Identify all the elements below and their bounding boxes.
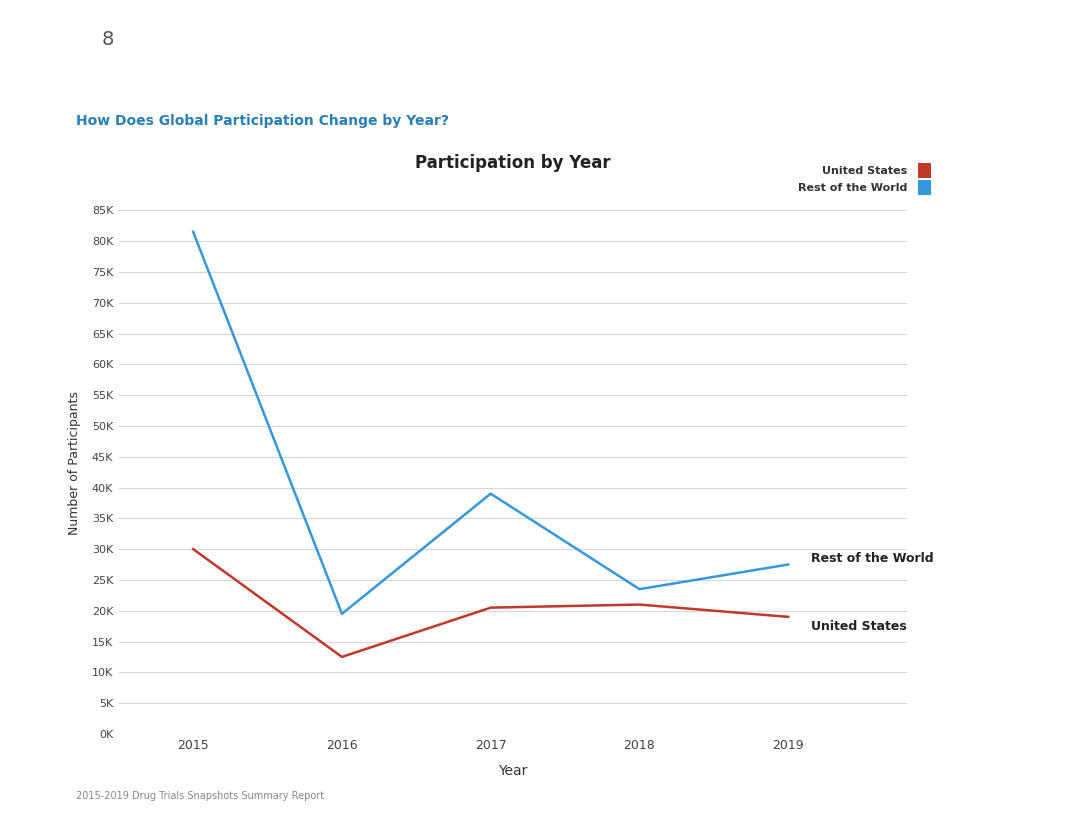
Text: Rest of the World: Rest of the World: [810, 552, 933, 565]
Text: United States: United States: [810, 620, 906, 633]
Text: 2015-2019 Drug Trials Snapshots Summary Report: 2015-2019 Drug Trials Snapshots Summary …: [76, 791, 324, 801]
Y-axis label: Number of Participants: Number of Participants: [68, 391, 81, 535]
Text: 8: 8: [102, 30, 114, 49]
Text: Participation by Year: Participation by Year: [415, 153, 611, 172]
Text: United States: United States: [822, 166, 907, 176]
X-axis label: Year: Year: [498, 764, 528, 777]
Text: Rest of the World: Rest of the World: [798, 183, 907, 193]
Text: How Does Global Participation Change by Year?: How Does Global Participation Change by …: [76, 114, 448, 128]
